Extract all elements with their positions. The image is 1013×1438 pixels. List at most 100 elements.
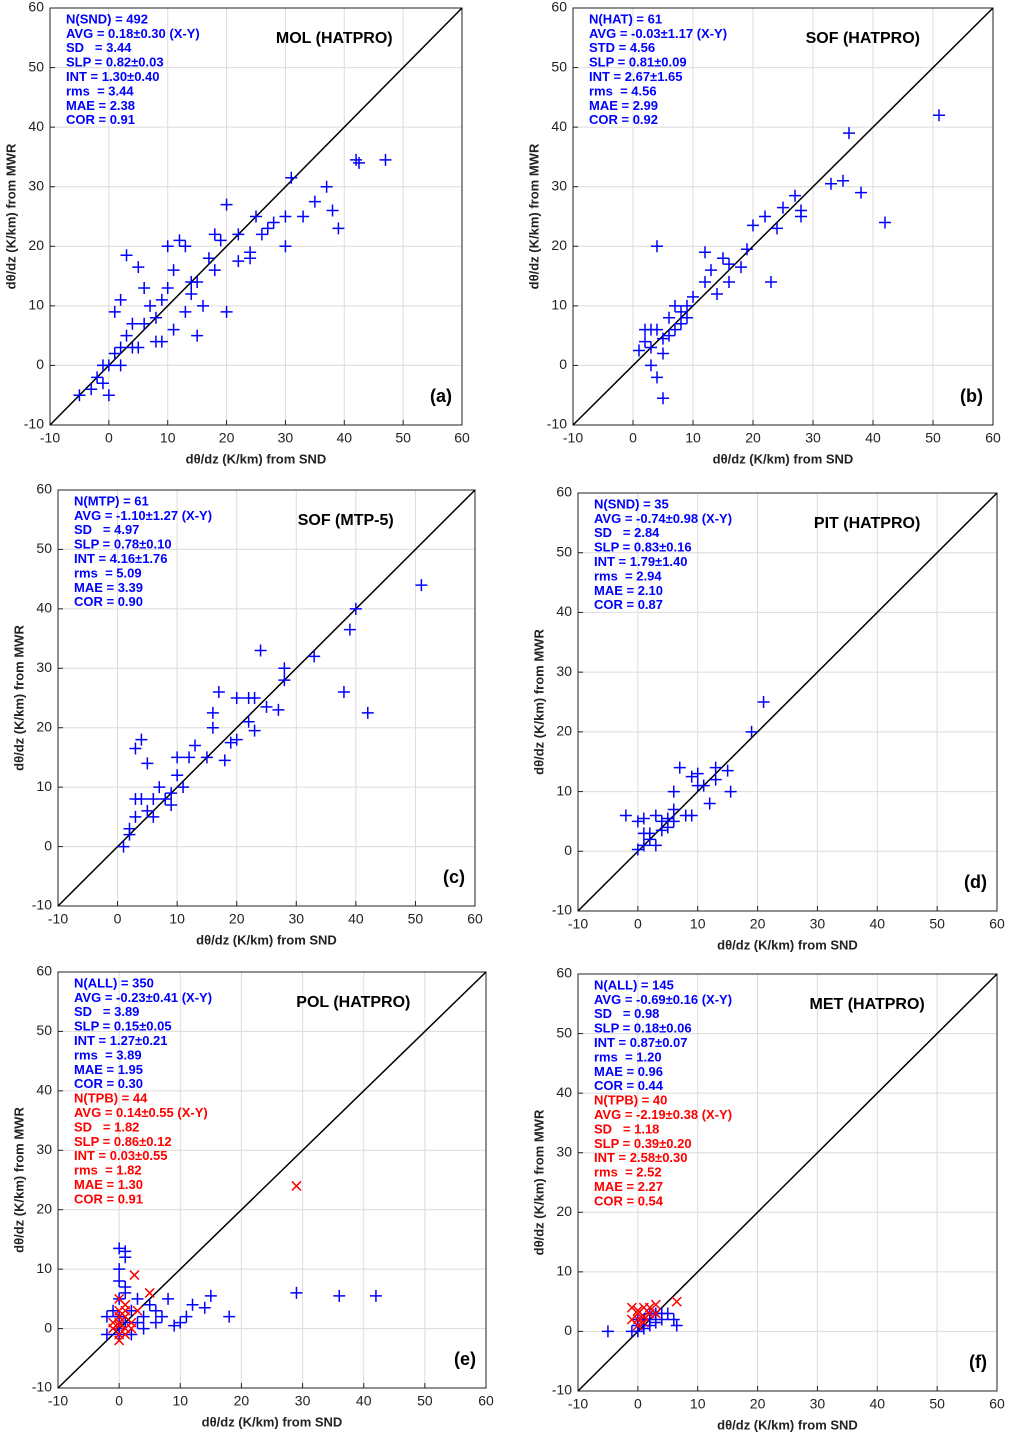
x-tick-label: 10 <box>172 1393 188 1409</box>
y-tick-label: 20 <box>556 1203 572 1219</box>
point <box>663 329 675 342</box>
point <box>735 261 747 274</box>
point <box>685 770 698 783</box>
point <box>349 602 362 615</box>
point <box>224 736 237 749</box>
stat-text: MAE = 2.38 <box>66 98 135 113</box>
panel-title: SOF (MTP-5) <box>298 512 394 529</box>
point <box>135 733 148 746</box>
stat-text: SD = 0.98 <box>594 1006 659 1021</box>
x-tick-label: 50 <box>417 1393 433 1409</box>
stat-text: COR = 0.30 <box>74 1076 143 1091</box>
x-tick-label: 20 <box>750 916 766 932</box>
stat-text: AVG = -0.74±0.98 (X-Y) <box>594 511 732 526</box>
stat-text: INT = 0.03±0.55 <box>74 1148 168 1163</box>
point <box>272 703 285 716</box>
stat-text: INT = 2.67±1.65 <box>589 69 683 84</box>
point <box>415 579 428 592</box>
point <box>855 186 867 199</box>
point <box>290 1286 303 1299</box>
point <box>308 650 321 663</box>
point <box>626 1302 637 1313</box>
point <box>649 809 662 822</box>
point <box>144 299 157 312</box>
stat-text: SD = 1.82 <box>74 1119 139 1134</box>
point <box>108 347 121 360</box>
point <box>343 623 356 636</box>
point <box>379 153 392 166</box>
stat-text: MAE = 0.96 <box>594 1064 663 1079</box>
point <box>120 1305 131 1316</box>
point <box>332 222 345 235</box>
y-tick-label: 60 <box>551 0 567 15</box>
stat-text: rms = 5.09 <box>74 565 142 580</box>
point <box>667 785 680 798</box>
point <box>132 261 145 274</box>
point <box>248 724 261 737</box>
point <box>705 264 717 277</box>
y-tick-label: 30 <box>36 659 52 675</box>
point <box>671 1296 682 1307</box>
panel: -10 0 10 20 30 40 50 60 -10 0 10 20 30 40 50 60 N(MTP) =… <box>11 481 483 948</box>
stat-text: rms = 2.52 <box>594 1165 662 1180</box>
y-tick-label: 40 <box>551 118 567 134</box>
point <box>619 809 632 822</box>
point <box>125 1304 138 1317</box>
point <box>679 809 692 822</box>
stat-text: AVG = -0.69±0.16 (X-Y) <box>594 992 732 1007</box>
point <box>214 234 227 247</box>
stat-text: SLP = 0.78±0.10 <box>74 537 172 552</box>
y-tick-label: -10 <box>24 416 44 432</box>
point <box>639 335 651 348</box>
point <box>242 692 255 704</box>
x-tick-label: 0 <box>629 430 637 446</box>
one-to-one-line <box>57 971 487 1389</box>
panel: -10 0 10 20 30 40 50 60 -10 0 10 20 30 40 50 60 N(ALL) =… <box>11 963 494 1430</box>
stat-text: AVG = -1.10±1.27 (X-Y) <box>74 508 212 523</box>
point <box>218 754 231 767</box>
point <box>757 696 770 708</box>
panel-label: (c) <box>443 867 465 887</box>
one-to-one-line <box>572 7 994 426</box>
y-tick-label: 40 <box>556 1084 572 1100</box>
x-tick-label: 0 <box>105 430 113 446</box>
stat-text: SLP = 0.18±0.06 <box>594 1021 692 1036</box>
y-tick-label: 60 <box>556 484 572 500</box>
stat-text: N(TPB) = 44 <box>74 1091 148 1106</box>
x-tick-label: 40 <box>869 1396 885 1412</box>
point <box>657 347 669 360</box>
x-tick-label: -10 <box>40 430 60 446</box>
point <box>91 371 104 384</box>
point <box>129 793 142 806</box>
stat-text: COR = 0.44 <box>594 1078 664 1093</box>
point <box>132 1305 143 1316</box>
point <box>107 1304 120 1317</box>
point <box>126 341 139 354</box>
point <box>138 281 151 294</box>
point <box>114 1320 125 1331</box>
x-axis-label: dθ/dz (K/km) from SND <box>717 937 858 952</box>
point <box>119 1251 132 1264</box>
point <box>795 210 807 223</box>
x-tick-label: 0 <box>114 911 122 927</box>
stat-text: SD = 1.18 <box>594 1121 659 1136</box>
y-tick-label: 50 <box>551 58 567 74</box>
point <box>933 109 945 122</box>
point <box>279 240 292 253</box>
x-axis-label: dθ/dz (K/km) from SND <box>186 451 327 466</box>
panel-label: (d) <box>964 872 987 892</box>
y-tick-label: 10 <box>36 1260 52 1276</box>
point <box>147 810 160 823</box>
point <box>369 1289 382 1302</box>
plot-frame <box>572 7 994 426</box>
point <box>165 798 178 811</box>
point <box>141 804 154 817</box>
point <box>131 1292 144 1305</box>
point <box>657 392 669 405</box>
x-tick-label: 0 <box>115 1393 123 1409</box>
point <box>167 264 180 277</box>
point <box>675 305 687 318</box>
y-tick-label: 50 <box>556 1024 572 1040</box>
point <box>174 1316 187 1329</box>
x-tick-label: 0 <box>634 1396 642 1412</box>
